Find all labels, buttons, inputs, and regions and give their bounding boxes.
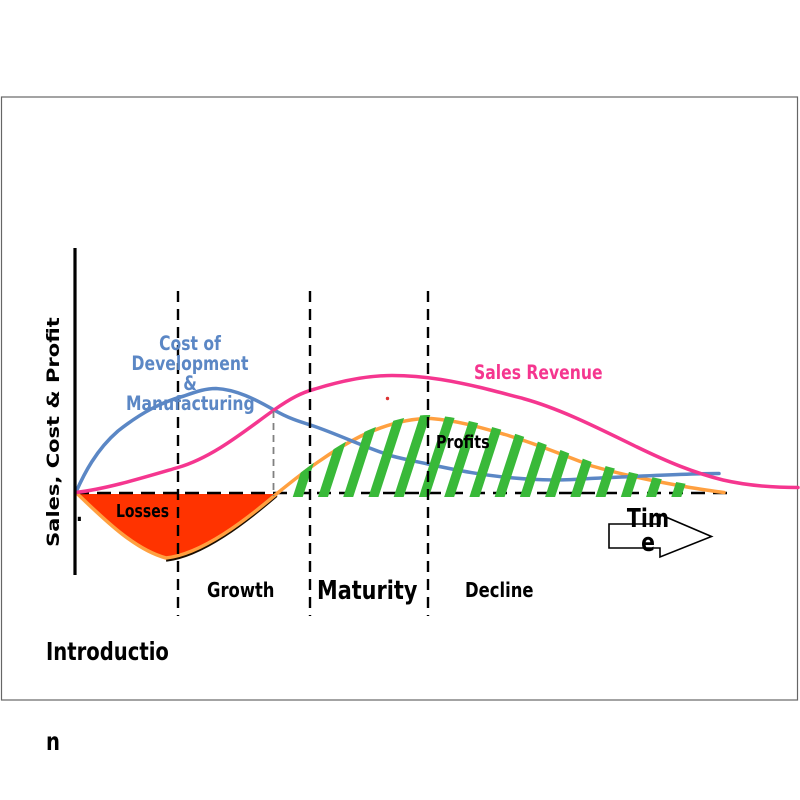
revenue-curve-label: Sales Revenue <box>474 361 603 384</box>
time-label-line2: e <box>641 527 655 558</box>
cost-label-line2: Development <box>131 352 249 375</box>
phase-label-introduction: Introductio n <box>46 577 169 800</box>
phase-label-maturity: Maturity <box>317 576 418 606</box>
revenue-curve <box>74 373 800 495</box>
time-label-line1: Tim <box>626 504 670 534</box>
cost-curve-label: Cost of Development & Manufacturing <box>126 332 255 415</box>
stray-period: . <box>76 502 83 527</box>
time-arrow-label: Tim e <box>610 504 687 558</box>
phase-label-decline: Decline <box>465 578 534 602</box>
profits-label: Profits <box>436 432 490 453</box>
phase-label-growth: Growth <box>207 578 275 602</box>
y-axis-label: Sales, Cost & Profit <box>43 317 63 547</box>
cost-label-line1: Cost of <box>159 332 221 355</box>
cost-label-line3: & Manufacturing <box>126 372 255 415</box>
introduction-line1: Introductio <box>46 637 169 666</box>
losses-area <box>77 493 274 558</box>
introduction-line2: n <box>46 727 60 756</box>
profits-hatch-area <box>280 414 691 497</box>
stray-red-dot <box>385 396 390 401</box>
losses-label: Losses <box>116 502 170 522</box>
time-arrow-icon <box>608 513 714 559</box>
plot-border <box>0 96 799 701</box>
